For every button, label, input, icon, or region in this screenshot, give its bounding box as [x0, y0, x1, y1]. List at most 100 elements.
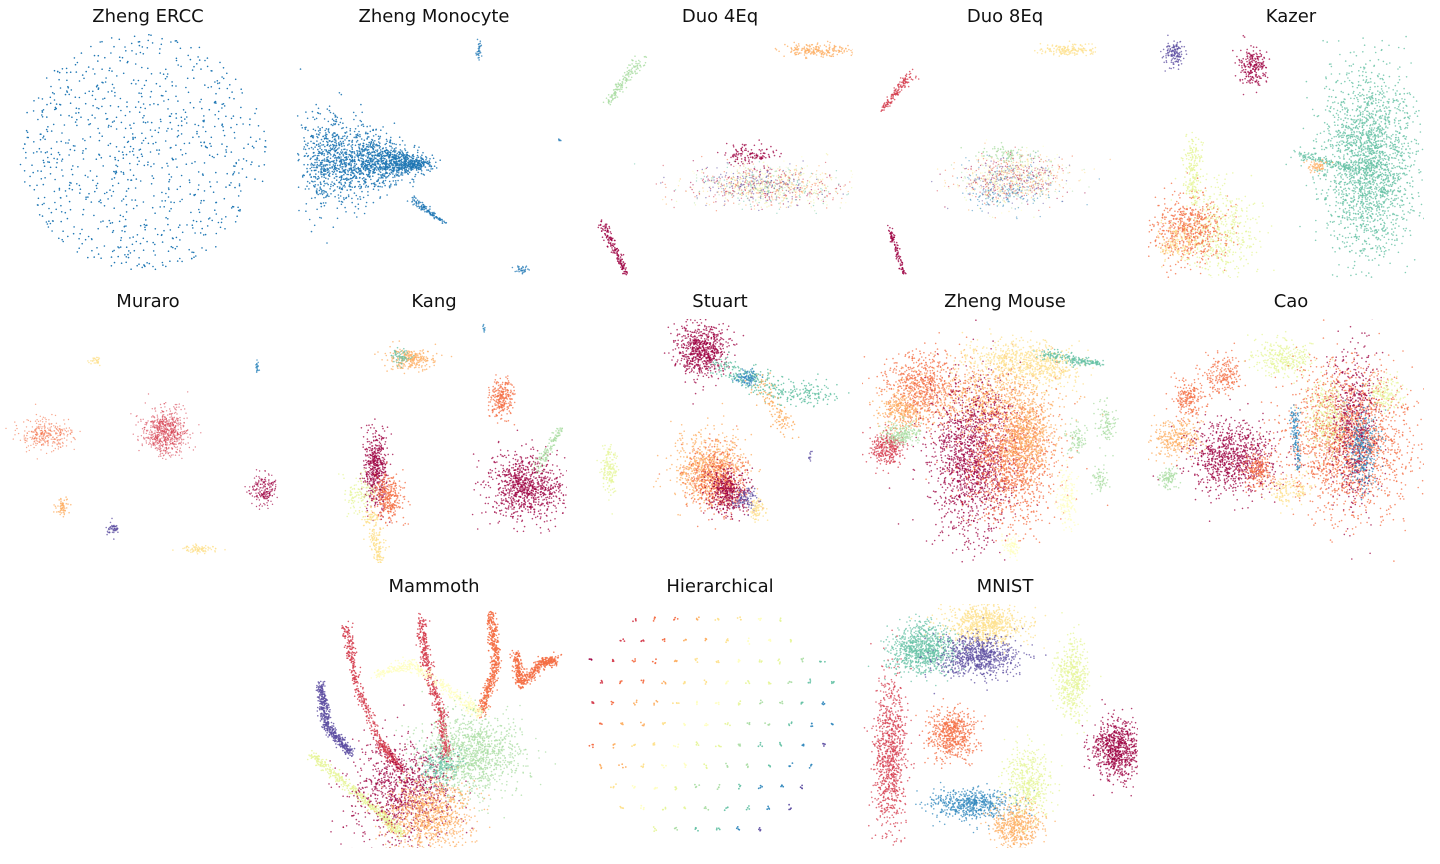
data-point	[103, 97, 106, 100]
data-point	[902, 77, 904, 79]
data-point	[310, 164, 312, 166]
data-point	[353, 186, 356, 188]
data-point	[255, 140, 257, 143]
data-point	[148, 34, 150, 36]
data-point	[623, 76, 626, 79]
data-point	[87, 66, 90, 68]
data-point	[189, 193, 191, 195]
data-point	[778, 188, 780, 190]
data-point	[846, 50, 848, 53]
data-point	[332, 173, 334, 176]
data-point	[905, 73, 908, 75]
data-point	[324, 145, 326, 148]
data-point	[798, 183, 800, 185]
data-point	[766, 191, 768, 193]
data-point	[335, 160, 338, 162]
data-point	[795, 170, 798, 172]
data-point	[438, 217, 441, 220]
data-point	[750, 183, 752, 186]
data-point	[807, 49, 810, 52]
data-point	[353, 158, 356, 161]
data-point	[129, 124, 131, 126]
data-point	[255, 108, 258, 110]
data-point	[832, 197, 834, 199]
data-point	[439, 219, 442, 221]
data-point	[180, 120, 183, 122]
data-point	[1067, 49, 1069, 52]
data-point	[715, 198, 717, 200]
data-point	[799, 182, 801, 185]
data-point	[763, 161, 765, 163]
data-point	[407, 154, 409, 157]
data-point	[365, 205, 367, 208]
data-point	[316, 161, 318, 164]
data-point	[98, 200, 100, 203]
data-point	[772, 150, 774, 153]
data-point	[110, 52, 112, 54]
data-point	[315, 177, 317, 179]
data-point	[758, 148, 761, 151]
data-point	[154, 268, 157, 271]
data-point	[384, 161, 387, 164]
data-point	[162, 95, 164, 97]
data-point	[890, 95, 893, 98]
data-point	[826, 176, 828, 179]
data-point	[610, 244, 612, 246]
data-point	[359, 133, 361, 136]
data-point	[839, 46, 841, 49]
data-point	[901, 81, 903, 84]
data-point	[800, 172, 802, 174]
data-point	[361, 157, 363, 160]
data-point	[412, 199, 414, 201]
data-point	[614, 246, 616, 249]
data-point	[599, 224, 602, 226]
data-point	[234, 165, 236, 167]
data-point	[200, 68, 202, 70]
data-point	[414, 163, 417, 166]
data-point	[786, 179, 789, 181]
data-point	[51, 91, 54, 94]
data-point	[790, 205, 792, 207]
data-point	[939, 173, 941, 175]
data-point	[397, 166, 399, 169]
data-point	[113, 177, 116, 179]
data-point	[215, 213, 218, 215]
data-point	[441, 220, 444, 222]
data-point	[180, 124, 183, 127]
data-point	[834, 188, 837, 190]
data-point	[60, 140, 62, 143]
data-point	[793, 188, 795, 190]
data-point	[435, 161, 437, 164]
data-point	[628, 74, 630, 76]
data-point	[100, 201, 102, 204]
data-point	[909, 72, 912, 75]
data-point	[724, 176, 726, 178]
data-point	[341, 145, 343, 147]
data-point	[800, 52, 802, 54]
data-point	[200, 145, 203, 147]
data-point	[899, 77, 902, 79]
data-point	[302, 174, 305, 176]
data-point	[100, 257, 102, 259]
data-point	[779, 203, 781, 206]
data-point	[759, 171, 761, 174]
data-point	[120, 109, 122, 112]
data-point	[316, 140, 318, 142]
data-point	[313, 175, 315, 178]
data-point	[665, 203, 667, 205]
data-point	[101, 68, 103, 70]
data-point	[333, 153, 336, 156]
data-point	[740, 190, 743, 192]
data-point	[604, 227, 606, 229]
data-point	[1062, 45, 1065, 48]
data-point	[366, 125, 368, 128]
data-point	[357, 180, 359, 183]
data-point	[747, 160, 750, 163]
data-point	[744, 181, 746, 183]
data-point	[53, 157, 55, 160]
data-point	[203, 115, 205, 117]
data-point	[774, 193, 776, 195]
data-point	[379, 149, 382, 151]
data-point	[161, 167, 163, 169]
data-point	[692, 160, 694, 162]
